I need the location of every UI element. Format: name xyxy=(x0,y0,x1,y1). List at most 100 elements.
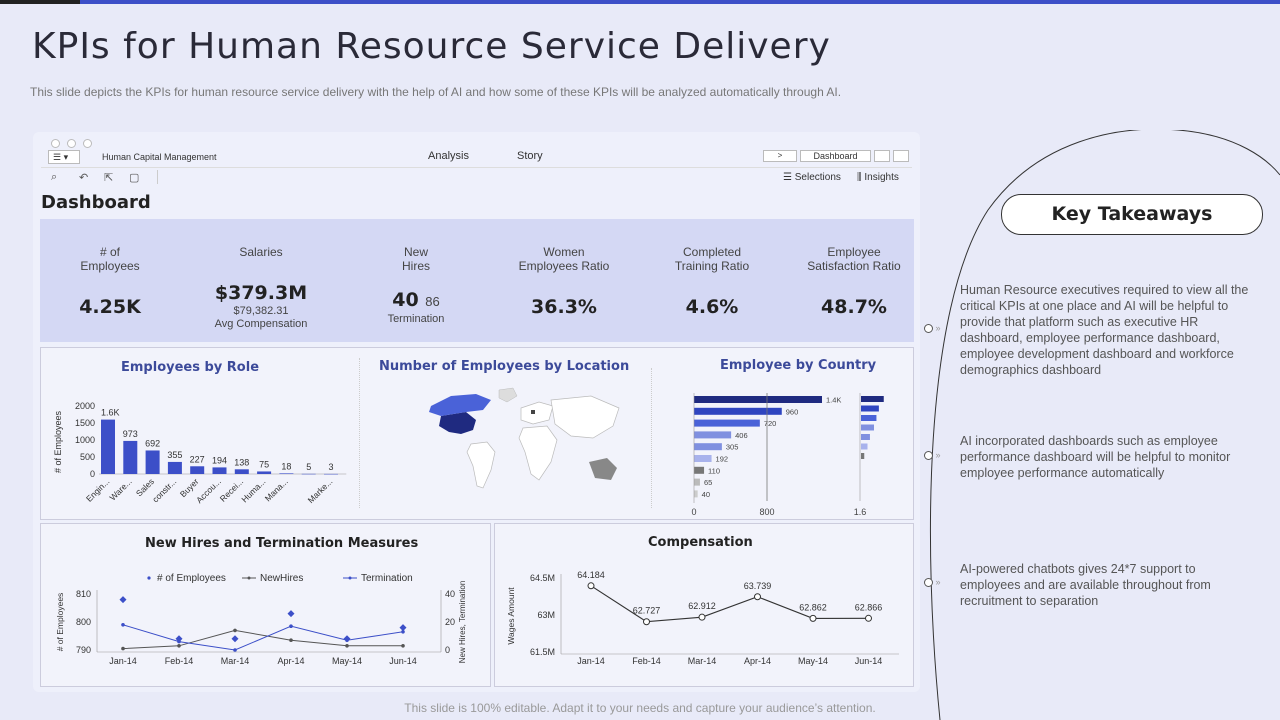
hires-termination-panel: New Hires and Termination Measures # of … xyxy=(40,523,491,687)
data-label: 18 xyxy=(281,461,291,471)
panel-divider xyxy=(359,358,360,508)
compensation-point xyxy=(698,613,706,621)
x-tick-label: 0 xyxy=(691,507,696,517)
x-tick-label: Feb-14 xyxy=(165,656,194,666)
data-label: 1.6K xyxy=(101,408,120,418)
kpi-label: New Hires xyxy=(401,245,430,273)
data-label: 305 xyxy=(726,443,739,452)
newhires-point xyxy=(233,628,237,633)
kpi-satisfaction-ratio[interactable]: Employee Satisfaction Ratio 48.7% xyxy=(784,219,924,342)
export-icon[interactable]: ⇱ xyxy=(104,172,114,184)
employee-by-country-title: Employee by Country xyxy=(720,358,877,373)
map-marker[interactable] xyxy=(531,410,535,414)
employees-by-role-chart[interactable]: # of Employees 0 500 1000 1500 2000 1.6K Engin.… xyxy=(49,388,349,518)
middle-charts-panel: Employees by Role Number of Employees by… xyxy=(40,347,914,520)
sheet-selector[interactable]: Dashboard xyxy=(800,150,871,162)
kpi-employees[interactable]: # of Employees 4.25K xyxy=(40,219,180,342)
y-tick-label: 61.5M xyxy=(530,647,555,657)
kpi-training-ratio[interactable]: Completed Training Ratio 4.6% xyxy=(642,219,782,342)
mini-bar xyxy=(861,396,884,402)
takeaway-item-3: AI-powered chatbots gives 24*7 support t… xyxy=(960,562,1211,608)
map-north-america-usa[interactable] xyxy=(439,412,476,434)
x-tick-label: constr... xyxy=(150,476,178,504)
selections-button[interactable]: ☰ Selections xyxy=(783,172,841,183)
insights-button[interactable]: ⫼ Insights xyxy=(857,172,899,183)
mini-bar xyxy=(861,453,865,459)
legend-marker xyxy=(147,576,151,580)
menu-button[interactable]: ☰ ▾ xyxy=(48,150,80,164)
kpi-salaries[interactable]: Salaries $379.3M $79,382.31 Avg Compensa… xyxy=(191,219,331,342)
bar xyxy=(694,466,705,474)
bar xyxy=(279,473,294,474)
x-tick-label: Jan-14 xyxy=(109,656,137,666)
bookmark-icon[interactable]: ▢ xyxy=(129,172,140,184)
newhires-point xyxy=(121,646,125,651)
kpi-value-secondary: 86 xyxy=(425,294,440,309)
page-footer: This slide is 100% editable. Adapt it to… xyxy=(404,701,876,715)
compensation-line xyxy=(590,585,869,623)
kpi-value: 4.25K xyxy=(79,296,141,318)
lasso-select-icon[interactable]: ⌕ xyxy=(51,171,58,183)
map-north-america-canada[interactable] xyxy=(429,394,491,416)
bar-chart-icon: ⫼ xyxy=(857,172,865,183)
data-label: 110 xyxy=(708,466,720,475)
legend-marker xyxy=(247,576,251,580)
termination-point xyxy=(177,639,181,644)
legend-marker xyxy=(348,576,352,580)
hires-termination-title: New Hires and Termination Measures xyxy=(145,536,419,551)
y-axis-label: Wages Amount xyxy=(506,587,516,645)
termination-point xyxy=(401,630,405,634)
x-tick-label: 800 xyxy=(759,507,774,517)
hires-termination-chart[interactable]: # of Employees NewHires Termination # of Em… xyxy=(45,564,489,684)
map-africa[interactable] xyxy=(518,425,558,481)
toolbar-square-button[interactable] xyxy=(874,150,890,162)
legend-label: NewHires xyxy=(260,573,303,584)
x-tick-label: Accou... xyxy=(194,476,223,505)
data-label: 355 xyxy=(167,450,182,460)
window-dot[interactable] xyxy=(67,139,76,148)
page-subtitle: This slide depicts the KPIs for human re… xyxy=(30,85,842,99)
legend-label: # of Employees xyxy=(157,573,226,584)
toolbar-square-button[interactable] xyxy=(893,150,909,162)
takeaway-item-1: Human Resource executives required to vi… xyxy=(960,283,1249,377)
map-australia[interactable] xyxy=(589,458,617,480)
map-south-america[interactable] xyxy=(466,441,496,489)
compensation-point xyxy=(587,582,595,590)
compensation-chart[interactable]: Wages Amount 61.5M 63M 64.5M Jan-14 Feb-14 Mar… xyxy=(499,560,911,684)
map-greenland[interactable] xyxy=(498,387,518,403)
kpi-label: Salaries xyxy=(239,245,283,259)
window-controls xyxy=(51,135,99,153)
bar xyxy=(234,469,249,474)
x-tick-label: Mar-14 xyxy=(688,656,717,666)
kpi-new-hires[interactable]: New Hires 40 86 Termination xyxy=(346,219,486,342)
hamburger-icon: ☰ ▾ xyxy=(53,152,69,162)
world-map[interactable] xyxy=(421,386,621,501)
data-label: 65 xyxy=(704,478,712,487)
newhires-point xyxy=(401,644,405,648)
bar xyxy=(694,490,698,498)
x-tick-label: May-14 xyxy=(798,656,828,666)
y-axis-label: # of Employees xyxy=(53,410,63,473)
termination-line xyxy=(122,624,404,651)
undo-icon[interactable]: ↶ xyxy=(79,172,89,184)
data-label: 973 xyxy=(123,429,138,439)
tab-story[interactable]: Story xyxy=(517,150,543,162)
key-takeaways-title: Key Takeaways xyxy=(1001,194,1263,235)
next-sheet-button[interactable]: > xyxy=(763,150,797,162)
map-europe[interactable] xyxy=(520,401,554,425)
map-asia[interactable] xyxy=(550,395,620,439)
y-tick-label: 800 xyxy=(76,617,91,627)
tab-analysis[interactable]: Analysis xyxy=(428,150,469,162)
employee-by-country-chart[interactable]: 1.4K 960 720 406 305 192 110 65 40 0 800 1.6 xyxy=(686,393,914,518)
employees-point xyxy=(119,596,127,604)
kpi-strip: # of Employees 4.25K Salaries $379.3M $7… xyxy=(40,219,914,342)
bar xyxy=(123,440,138,474)
bar xyxy=(694,431,732,439)
window-dot[interactable] xyxy=(51,139,60,148)
window-dot[interactable] xyxy=(83,139,92,148)
kpi-women-ratio[interactable]: Women Employees Ratio 36.3% xyxy=(494,219,634,342)
bar xyxy=(694,419,760,427)
newhires-point xyxy=(177,644,181,648)
list-icon: ☰ xyxy=(783,172,795,183)
kpi-value: 4.6% xyxy=(685,296,739,318)
